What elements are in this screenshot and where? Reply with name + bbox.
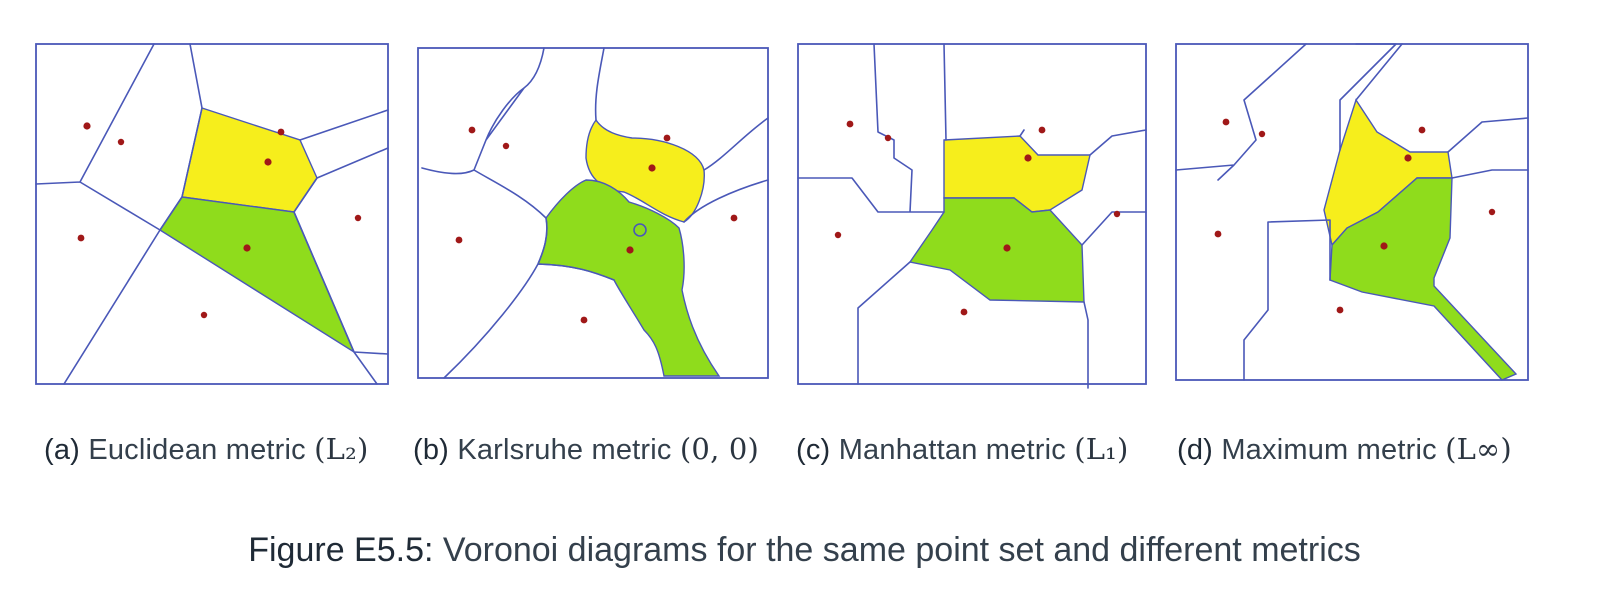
figure-label: Figure E5.5: (248, 531, 434, 569)
caption-label: (c) (796, 434, 831, 466)
edges (35, 43, 389, 385)
site (884, 134, 892, 142)
site (1038, 126, 1046, 134)
caption-math: (L∞) (1445, 432, 1512, 466)
voronoi-manhattan-drawing (797, 43, 1147, 389)
voronoi-karlsruhe-drawing (417, 47, 769, 379)
caption-math: (L₁) (1074, 432, 1129, 466)
site (1380, 242, 1388, 250)
cell-green (159, 196, 356, 354)
site (1214, 230, 1222, 238)
site (663, 134, 671, 142)
site (834, 231, 842, 239)
site (468, 126, 476, 134)
site (1488, 208, 1496, 216)
caption-math: (L₂) (314, 432, 369, 466)
frame (35, 43, 389, 385)
caption-manhattan: (c) Manhattan metric (L₁) (796, 432, 1129, 467)
caption-math: (0, 0) (679, 432, 760, 466)
site (730, 214, 738, 222)
cell-green (908, 197, 1085, 303)
caption-text: Maximum metric (1221, 434, 1437, 466)
site (117, 138, 125, 146)
frame (417, 47, 769, 379)
site (648, 164, 656, 172)
diagram-manhattan (792, 40, 1154, 398)
site (1258, 130, 1266, 138)
caption-label: (a) (44, 434, 81, 466)
diagram-maximum (1172, 40, 1534, 398)
figure-caption: Figure E5.5: Voronoi diagrams for the sa… (0, 531, 1609, 570)
site (1113, 210, 1121, 218)
site (502, 142, 510, 150)
site (580, 316, 588, 324)
site (243, 244, 251, 252)
caption-karlsruhe: (b) Karlsruhe metric (0, 0) (413, 432, 759, 467)
frame (797, 43, 1147, 385)
site (1024, 154, 1032, 162)
site (277, 128, 285, 136)
site (1418, 126, 1426, 134)
cell-green (1329, 177, 1518, 381)
site (1003, 244, 1011, 252)
site (455, 236, 463, 244)
site (960, 308, 968, 316)
caption-label: (d) (1177, 434, 1214, 466)
caption-euclidean: (a) Euclidean metric (L₂) (44, 432, 368, 467)
site (83, 122, 91, 130)
site (264, 158, 272, 166)
site (354, 214, 362, 222)
diagram-euclidean (32, 40, 394, 398)
site (626, 246, 634, 254)
edges (1175, 43, 1529, 381)
caption-label: (b) (413, 434, 450, 466)
highlighted-site (633, 223, 647, 237)
caption-text: Manhattan metric (838, 434, 1066, 466)
diagram-karlsruhe (414, 40, 776, 398)
site (1336, 306, 1344, 314)
edges (797, 43, 1147, 389)
voronoi-maximum-drawing (1175, 43, 1529, 381)
site (1222, 118, 1230, 126)
caption-maximum: (d) Maximum metric (L∞) (1177, 432, 1512, 467)
site (846, 120, 854, 128)
caption-text: Karlsruhe metric (457, 434, 672, 466)
edges (421, 47, 769, 379)
caption-text: Euclidean metric (88, 434, 306, 466)
voronoi-euclidean-drawing (35, 43, 389, 385)
cell-yellow (181, 107, 318, 213)
site (77, 234, 85, 242)
figure-caption-text: Voronoi diagrams for the same point set … (442, 531, 1361, 569)
frame (1175, 43, 1529, 381)
site (1404, 154, 1412, 162)
site (200, 311, 208, 319)
